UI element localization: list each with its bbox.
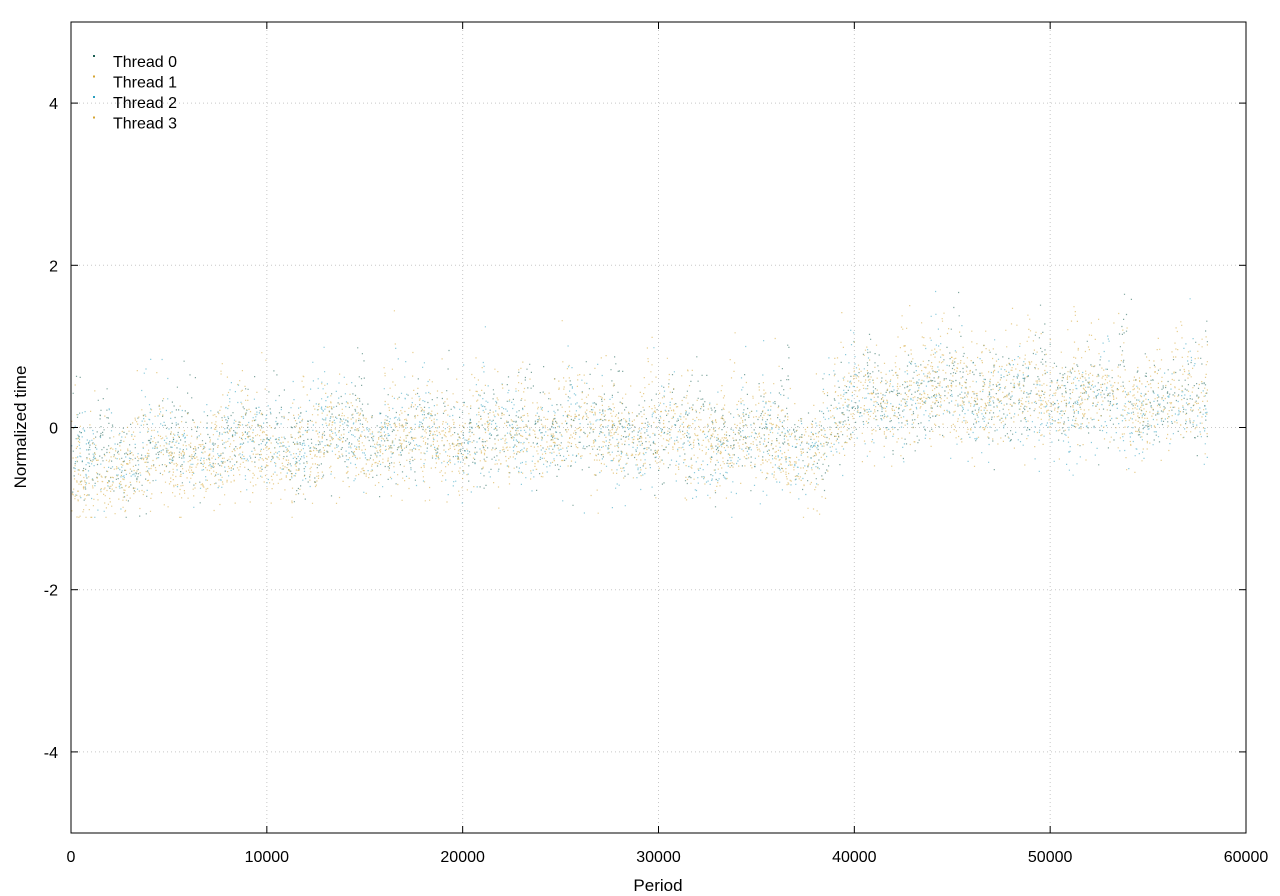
x-tick-label: 0 [67,849,76,866]
x-tick-label: 10000 [245,849,290,866]
grid [71,22,1246,833]
legend-label: Thread 1 [113,75,177,92]
legend-marker [93,55,95,57]
y-tick-label: 0 [49,421,58,438]
legend-label: Thread 0 [113,54,177,71]
series-points [71,305,1208,518]
legend-label: Thread 2 [113,95,177,112]
y-tick-label: -4 [44,745,58,762]
y-axis-label: Normalized time [11,366,30,489]
y-tick-label: 4 [49,96,58,113]
x-tick-label: 40000 [832,849,877,866]
legend: Thread 0 Thread 1 Thread 2 Thread 3 [93,54,177,133]
x-tick-label: 30000 [636,849,681,866]
data-points [71,290,1209,518]
y-tick-label: -2 [44,583,58,600]
x-tick-label: 20000 [440,849,485,866]
legend-label: Thread 3 [113,116,177,133]
series-3 [71,305,1208,518]
axis-ticks: 0 10000 20000 30000 40000 50000 60000 -4 -2 0 2 4 [44,22,1269,866]
legend-marker [93,75,95,78]
series-1 [71,312,1209,518]
y-tick-label: 2 [49,258,58,275]
legend-marker [93,96,95,98]
series-points [72,291,1209,518]
series-points [71,312,1209,518]
x-axis-label: Period [633,876,682,895]
legend-marker [93,116,95,119]
x-tick-label: 60000 [1224,849,1269,866]
series-0 [72,291,1209,518]
x-tick-label: 50000 [1028,849,1073,866]
